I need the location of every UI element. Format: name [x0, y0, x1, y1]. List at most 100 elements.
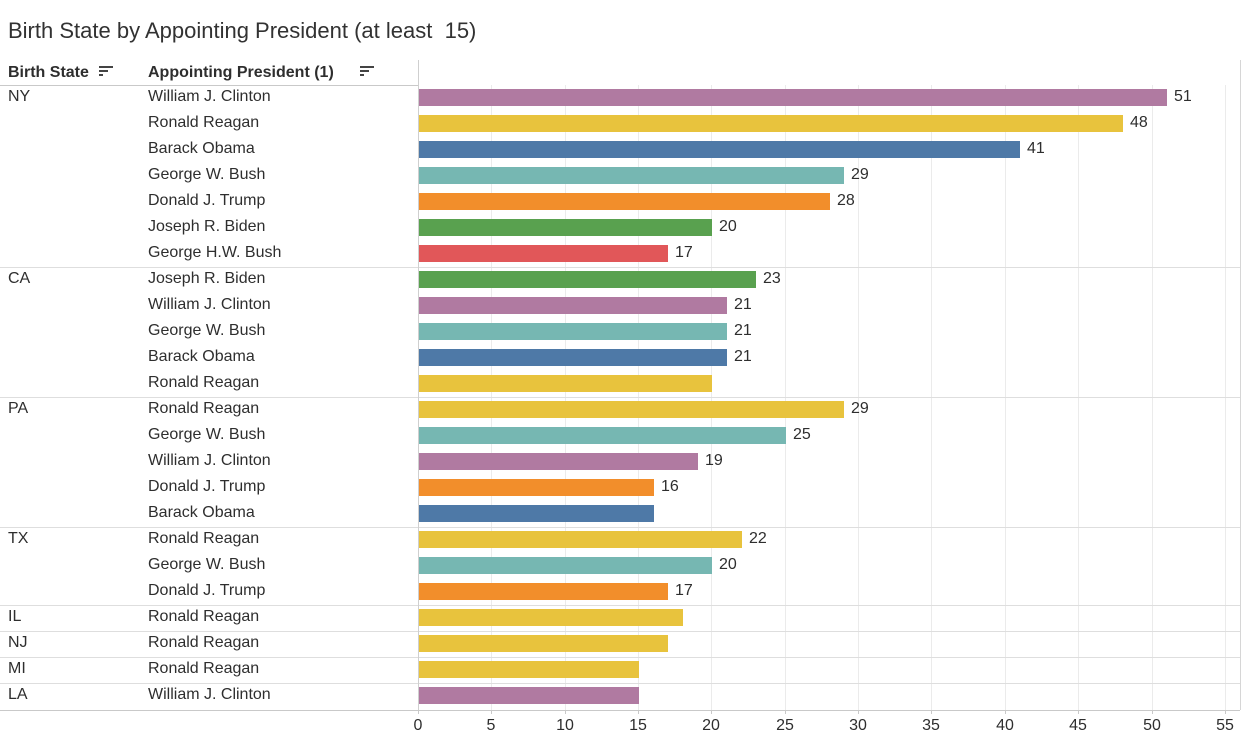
president-label[interactable]: Barack Obama — [148, 140, 255, 157]
president-label[interactable]: William J. Clinton — [148, 452, 271, 469]
president-label[interactable]: Donald J. Trump — [148, 478, 266, 495]
table-row: George W. Bush 25 — [0, 423, 1247, 449]
bar-value-label: 29 — [851, 166, 869, 183]
axis-tick — [711, 710, 712, 714]
bar-value-label: 22 — [749, 530, 767, 547]
president-label[interactable]: Ronald Reagan — [148, 530, 260, 547]
bar[interactable] — [419, 531, 742, 548]
bar-value-label: 48 — [1130, 114, 1148, 131]
bar[interactable] — [419, 557, 712, 574]
axis-tick — [565, 710, 566, 714]
bar[interactable] — [419, 89, 1167, 106]
group-separator — [0, 267, 1240, 268]
bar[interactable] — [419, 141, 1020, 158]
president-label[interactable]: Ronald Reagan — [148, 608, 260, 625]
bar[interactable] — [419, 193, 830, 210]
bar[interactable] — [419, 583, 668, 600]
president-label[interactable]: George W. Bush — [148, 166, 266, 183]
axis-tick — [1225, 710, 1226, 714]
bar[interactable] — [419, 687, 639, 704]
bar[interactable] — [419, 167, 844, 184]
axis-tick — [931, 710, 932, 714]
state-label[interactable]: NJ — [8, 634, 28, 651]
state-label[interactable]: LA — [8, 686, 28, 703]
bar-value-label: 21 — [734, 296, 752, 313]
axis-tick — [418, 710, 419, 714]
table-row: Barack Obama 41 — [0, 137, 1247, 163]
group-separator — [0, 683, 1240, 684]
table-row: Ronald Reagan — [0, 371, 1247, 397]
table-row: George W. Bush 29 — [0, 163, 1247, 189]
president-label[interactable]: Barack Obama — [148, 504, 255, 521]
table-row: Barack Obama — [0, 501, 1247, 527]
bar[interactable] — [419, 375, 712, 392]
table-row: Donald J. Trump 16 — [0, 475, 1247, 501]
table-row: CA Joseph R. Biden 23 — [0, 267, 1247, 293]
bar[interactable] — [419, 401, 844, 418]
state-label[interactable]: TX — [8, 530, 29, 547]
president-label[interactable]: George W. Bush — [148, 322, 266, 339]
table-row: Donald J. Trump 17 — [0, 579, 1247, 605]
bar[interactable] — [419, 453, 698, 470]
bar[interactable] — [419, 323, 727, 340]
sort-descending-icon[interactable] — [359, 64, 375, 82]
table-row: TX Ronald Reagan 22 — [0, 527, 1247, 553]
president-label[interactable]: Donald J. Trump — [148, 582, 266, 599]
president-label[interactable]: Ronald Reagan — [148, 660, 260, 677]
president-label[interactable]: Ronald Reagan — [148, 634, 260, 651]
table-row: William J. Clinton 21 — [0, 293, 1247, 319]
president-label[interactable]: William J. Clinton — [148, 88, 271, 105]
president-label[interactable]: Joseph R. Biden — [148, 270, 266, 287]
president-label[interactable]: Ronald Reagan — [148, 114, 260, 131]
axis-tick-label: 20 — [702, 717, 720, 734]
axis-tick-label: 50 — [1143, 717, 1161, 734]
president-label[interactable]: William J. Clinton — [148, 296, 271, 313]
bar[interactable] — [419, 349, 727, 366]
sort-descending-icon[interactable] — [98, 64, 114, 82]
axis-tick-label: 25 — [776, 717, 794, 734]
president-label[interactable]: Donald J. Trump — [148, 192, 266, 209]
bar[interactable] — [419, 271, 756, 288]
column-header-birth-state[interactable]: Birth State — [8, 62, 114, 84]
president-label[interactable]: Ronald Reagan — [148, 374, 260, 391]
president-label[interactable]: George W. Bush — [148, 426, 266, 443]
state-label[interactable]: CA — [8, 270, 31, 287]
table-row: NJ Ronald Reagan — [0, 631, 1247, 657]
president-label[interactable]: George H.W. Bush — [148, 244, 282, 261]
state-label[interactable]: IL — [8, 608, 22, 625]
axis-tick — [1152, 710, 1153, 714]
president-label[interactable]: Barack Obama — [148, 348, 255, 365]
president-label[interactable]: George W. Bush — [148, 556, 266, 573]
bar[interactable] — [419, 479, 654, 496]
bar-value-label: 28 — [837, 192, 855, 209]
bar-value-label: 41 — [1027, 140, 1045, 157]
table-row: LA William J. Clinton — [0, 683, 1247, 709]
state-label[interactable]: PA — [8, 400, 29, 417]
bar-value-label: 25 — [793, 426, 811, 443]
bar[interactable] — [419, 635, 668, 652]
bar[interactable] — [419, 219, 712, 236]
bar[interactable] — [419, 297, 727, 314]
bar-value-label: 20 — [719, 556, 737, 573]
president-label[interactable]: William J. Clinton — [148, 686, 271, 703]
state-label[interactable]: MI — [8, 660, 26, 677]
bar[interactable] — [419, 505, 654, 522]
bar[interactable] — [419, 609, 683, 626]
axis-tick-label: 10 — [556, 717, 574, 734]
axis-tick-label: 0 — [413, 717, 423, 734]
column-header-appointing-president[interactable]: Appointing President (1) — [148, 62, 375, 84]
bar[interactable] — [419, 427, 786, 444]
state-label[interactable]: NY — [8, 88, 31, 105]
axis-tick — [785, 710, 786, 714]
group-separator — [0, 605, 1240, 606]
bar[interactable] — [419, 245, 668, 262]
president-label[interactable]: Ronald Reagan — [148, 400, 260, 417]
bar-value-label: 23 — [763, 270, 781, 287]
group-separator — [0, 527, 1240, 528]
bar[interactable] — [419, 661, 639, 678]
table-row: NY William J. Clinton 51 — [0, 85, 1247, 111]
bar[interactable] — [419, 115, 1123, 132]
president-label[interactable]: Joseph R. Biden — [148, 218, 266, 235]
axis-line — [418, 60, 419, 710]
bar-value-label: 20 — [719, 218, 737, 235]
